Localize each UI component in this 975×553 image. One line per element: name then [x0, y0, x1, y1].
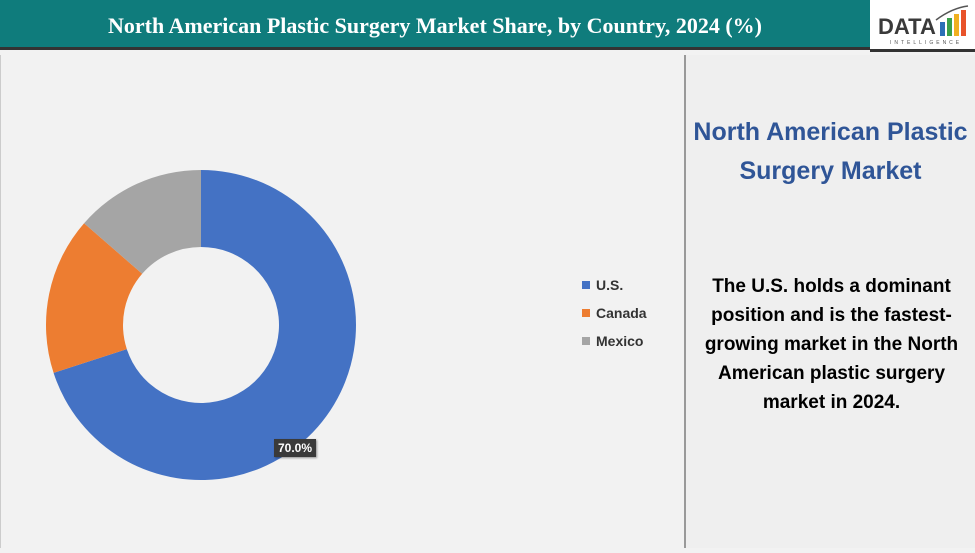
svg-text:DATA: DATA	[878, 14, 936, 39]
donut-slice-mexico	[84, 170, 201, 274]
donut-slice-us	[53, 170, 356, 480]
logo-icon: DATA INTELLIGENCE	[878, 5, 969, 46]
legend-label: Mexico	[596, 333, 644, 349]
donut-chart	[46, 170, 356, 480]
donut-slice-canada	[46, 223, 143, 373]
data-label-us: 70.0%	[274, 439, 317, 457]
legend-item-canada: Canada	[582, 305, 647, 321]
legend-label: Canada	[596, 305, 647, 321]
svg-text:INTELLIGENCE: INTELLIGENCE	[890, 40, 962, 46]
legend-item-us: U.S.	[582, 277, 623, 293]
side-panel: North American Plastic Surgery Market Th…	[684, 55, 975, 548]
legend-item-mexico: Mexico	[582, 333, 643, 349]
data-intelligence-logo: DATA INTELLIGENCE	[870, 0, 975, 52]
page-title: North American Plastic Surgery Market Sh…	[107, 13, 763, 38]
chart-area: 70.0% U.S. Canada Mexico	[0, 55, 685, 548]
legend-label: U.S.	[596, 277, 624, 293]
side-description: The U.S. holds a dominant position and i…	[704, 276, 959, 413]
legend-swatch	[582, 309, 590, 318]
side-title: North American Plastic Surgery Market	[693, 118, 968, 185]
header-bar: North American Plastic Surgery Market Sh…	[0, 0, 870, 50]
legend-swatch	[582, 337, 590, 346]
legend-swatch	[582, 281, 590, 290]
